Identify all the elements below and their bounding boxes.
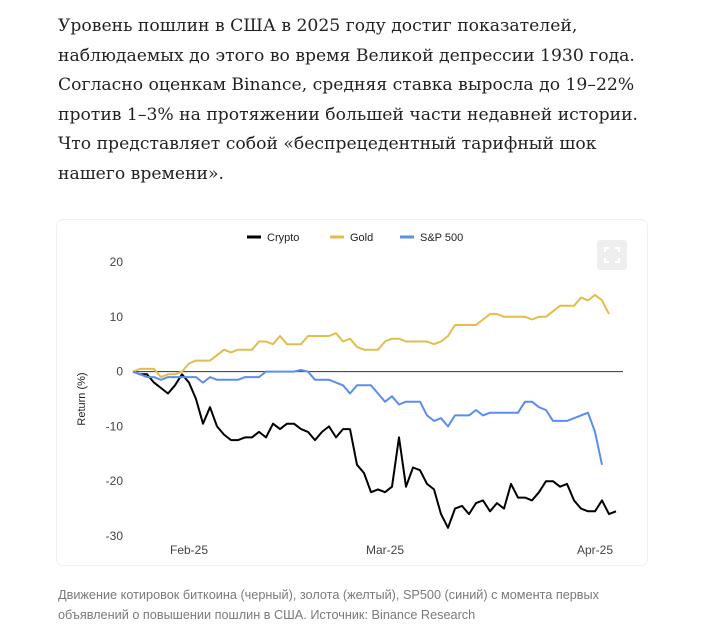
x-tick-label: Mar-25: [366, 543, 404, 557]
y-tick-label: -20: [106, 474, 124, 488]
y-tick-label: 20: [110, 255, 124, 269]
series-line-1: [132, 293, 610, 379]
chart-card: 20 10 0 -10 -20 -30 Feb-25 Mar-25 Apr-25 Return (…: [57, 220, 647, 565]
y-tick-label: -30: [106, 529, 124, 543]
x-tick-label: Feb-25: [170, 543, 208, 557]
expand-chart-button[interactable]: [597, 240, 627, 270]
y-tick-label: -10: [106, 419, 124, 433]
series-line-0: [132, 370, 617, 529]
legend-label: Crypto: [267, 232, 299, 244]
y-tick-label: 10: [110, 310, 124, 324]
legend-label: S&P 500: [420, 232, 463, 244]
article-paragraph: Уровень пошлин в США в 2025 году достиг …: [58, 16, 639, 184]
series-line-2: [132, 369, 603, 466]
y-axis-label: Return (%): [76, 372, 88, 425]
line-chart: 20 10 0 -10 -20 -30 Feb-25 Mar-25 Apr-25 Return (…: [76, 232, 623, 557]
chart-caption: Движение котировок биткоина (черный), зо…: [58, 588, 600, 622]
y-tick-label: 0: [116, 365, 123, 379]
x-tick-label: Apr-25: [577, 543, 613, 557]
legend-label: Gold: [350, 232, 373, 244]
expand-icon: [604, 247, 620, 263]
